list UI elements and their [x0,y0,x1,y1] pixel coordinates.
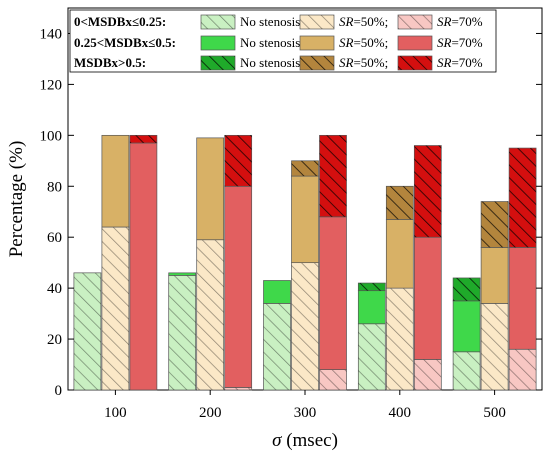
bar-hatch-no_stenosis-low-200 [168,275,196,390]
x-tick-label: 200 [199,405,222,421]
legend-series-label-rest: =70% [451,14,482,29]
x-tick-label: 500 [483,405,506,421]
bar-no_stenosis-mid-300 [263,280,291,304]
bars [73,134,537,391]
legend-series-label: No stenosis; [240,14,304,29]
bar-hatch-sr50-low-100 [101,227,129,390]
bar-sr50-mid-100 [101,134,130,228]
bar-hatch-sr70-high-200 [224,135,252,187]
legend-series-label: SR=50%; [339,14,388,29]
x-axis-label: σ (msec) [272,430,338,451]
bar-sr70-mid-500 [508,247,537,350]
legend-level-label: 0.25<MSDBx≤0.5: [74,35,176,50]
bar-hatch-sr50-low-200 [196,239,224,390]
legend-series-label: SR=50%; [339,55,388,70]
legend-series-label-rest: =50%; [353,55,388,70]
legend-swatch-hatch-sr70-high [398,56,432,70]
legend-series-label-rest: =50%; [353,14,388,29]
bar-hatch-no_stenosis-high-400 [358,283,386,291]
legend-series-label-italic: SR [339,55,354,70]
legend-swatch-hatch-no_stenosis-low [201,15,235,29]
bar-hatch-sr50-high-300 [291,160,319,177]
x-axis-label-symbol: σ [272,430,282,451]
y-tick-label: 100 [40,128,63,144]
legend-series-label-italic: SR [437,35,452,50]
bar-hatch-sr70-high-300 [319,135,347,217]
bar-hatch-sr50-high-400 [386,186,414,220]
bar-hatch-sr70-low-400 [414,359,442,390]
bar-hatch-sr70-high-500 [509,148,537,248]
bar-hatch-sr70-low-200 [224,387,252,390]
y-tick-label: 40 [47,281,62,297]
legend-series-label-italic: SR [437,14,452,29]
y-axis: 0 20 40 60 80 100 120 140 [40,26,542,399]
bar-hatch-no_stenosis-low-100 [73,272,101,390]
x-tick-label: 300 [294,405,317,421]
legend-series-label: No stenosis; [240,55,304,70]
bar-no_stenosis-mid-400 [357,290,386,325]
bar-sr50-mid-300 [291,175,319,264]
legend-swatch-hatch-sr70-low [398,15,432,29]
bar-hatch-no_stenosis-low-500 [453,351,481,390]
legend-level-label: 0<MSDBx≤0.25: [74,14,166,29]
legend-series-label-italic: SR [339,14,354,29]
bar-hatch-no_stenosis-high-500 [453,277,481,301]
legend-series-label: No stenosis; [240,35,304,50]
legend: 0<MSDBx≤0.25: No stenosis; SR=50%; SR=70%0.… [69,9,497,73]
bar-sr70-mid-400 [413,236,442,360]
bar-hatch-sr70-high-400 [414,145,442,238]
bar-hatch-no_stenosis-low-300 [263,303,291,390]
bar-hatch-sr50-low-500 [481,303,509,390]
bar-hatch-sr50-low-300 [291,262,319,390]
y-tick-label: 20 [47,332,62,348]
legend-swatch-hatch-sr50-high [300,56,334,70]
legend-swatch-sr50-mid [299,35,335,51]
x-tick-label: 400 [389,405,412,421]
legend-series-label: SR=50%; [339,35,388,50]
legend-swatch-no_stenosis-mid [200,35,236,51]
legend-series-label: SR=70% [437,35,483,50]
bar-no_stenosis-mid-500 [452,300,481,353]
legend-swatch-hatch-sr50-low [300,15,334,29]
legend-series-label-rest: =70% [451,35,482,50]
bar-sr50-mid-400 [385,219,414,289]
legend-series-label-rest: =50%; [353,35,388,50]
bar-sr70-mid-100 [129,142,158,391]
bar-hatch-sr50-low-400 [386,288,414,390]
bar-sr70-mid-300 [319,216,347,370]
legend-series-label-italic: SR [339,35,354,50]
y-tick-label: 120 [40,77,63,93]
legend-series-label: SR=70% [437,14,483,29]
legend-series-label-italic: SR [437,55,452,70]
y-tick-label: 80 [47,179,62,195]
bar-sr50-mid-200 [196,137,225,241]
legend-series-label-rest: =70% [451,55,482,70]
bar-hatch-sr70-low-500 [509,349,537,390]
y-tick-label: 140 [40,26,63,42]
x-tick-label: 100 [104,405,127,421]
y-tick-label: 0 [55,383,63,399]
bar-no_stenosis-mid-200 [168,272,197,276]
x-axis-label-unit: (msec) [281,430,337,451]
y-tick-label: 60 [47,230,62,246]
legend-swatch-hatch-no_stenosis-high [201,56,235,70]
bar-sr70-mid-200 [224,185,253,388]
bar-hatch-sr50-high-500 [481,201,509,248]
bar-hatch-sr70-low-300 [319,369,347,390]
legend-swatch-sr70-mid [397,35,433,51]
legend-series-label: SR=70% [437,55,483,70]
bar-sr50-mid-500 [480,247,509,304]
bar-hatch-sr70-high-100 [129,135,157,143]
bar-hatch-no_stenosis-low-400 [358,323,386,390]
legend-level-label: MSDBx>0.5: [74,55,146,70]
x-axis: 100 200 300 400 500 [104,390,506,421]
y-axis-label: Percentage (%) [6,141,27,258]
